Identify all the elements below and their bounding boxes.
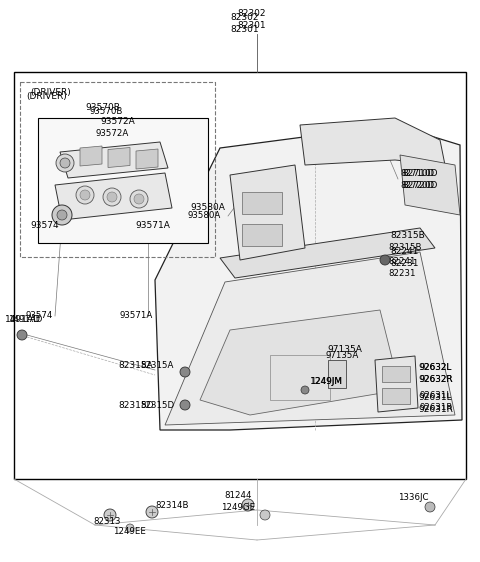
Text: 82314B: 82314B <box>155 501 189 510</box>
Text: 82231: 82231 <box>388 270 416 279</box>
Text: 1336JC: 1336JC <box>398 493 429 502</box>
Text: 82315B: 82315B <box>388 243 421 252</box>
Text: 81244: 81244 <box>224 492 252 501</box>
Polygon shape <box>230 165 305 260</box>
Circle shape <box>242 499 254 511</box>
Text: 82313: 82313 <box>93 516 120 525</box>
Circle shape <box>80 190 90 200</box>
Text: 93570B: 93570B <box>85 102 120 111</box>
Text: 92631L: 92631L <box>418 392 452 401</box>
Bar <box>242 192 282 214</box>
Polygon shape <box>300 118 445 165</box>
Text: 92632R: 92632R <box>418 375 453 384</box>
Text: 82302: 82302 <box>238 10 266 19</box>
Text: 93574: 93574 <box>30 220 59 229</box>
Bar <box>382 388 410 404</box>
Text: 92632L: 92632L <box>420 362 452 371</box>
Text: 1491AD: 1491AD <box>8 315 42 324</box>
Polygon shape <box>60 142 168 178</box>
Text: 82710D: 82710D <box>402 169 437 178</box>
Bar <box>38 118 208 243</box>
Text: 1249JM: 1249JM <box>310 377 343 386</box>
Text: 82301: 82301 <box>231 25 259 34</box>
Text: 82315A: 82315A <box>118 360 153 369</box>
Circle shape <box>57 210 67 220</box>
Circle shape <box>260 510 270 520</box>
Polygon shape <box>200 310 400 415</box>
Text: 93572A: 93572A <box>95 129 128 138</box>
Text: 92632L: 92632L <box>418 364 452 373</box>
Circle shape <box>107 192 117 202</box>
Text: 92631R: 92631R <box>418 405 453 414</box>
Text: 92631L: 92631L <box>420 391 452 400</box>
Circle shape <box>103 188 121 206</box>
Bar <box>382 366 410 382</box>
Text: 97135A: 97135A <box>327 346 362 355</box>
Text: 93572A: 93572A <box>100 117 135 126</box>
Circle shape <box>52 205 72 225</box>
Text: 82302: 82302 <box>231 13 259 22</box>
Circle shape <box>301 386 309 394</box>
Circle shape <box>146 506 158 518</box>
Text: 93570B: 93570B <box>90 107 123 116</box>
Text: 93580A: 93580A <box>190 203 225 212</box>
Circle shape <box>104 509 116 521</box>
Circle shape <box>380 255 390 265</box>
Text: 82315A: 82315A <box>140 360 173 369</box>
Text: 82241: 82241 <box>388 257 416 266</box>
Text: 82710D: 82710D <box>400 170 434 179</box>
Circle shape <box>130 190 148 208</box>
Text: 82720D: 82720D <box>400 182 434 191</box>
Text: 93574: 93574 <box>26 311 53 320</box>
Polygon shape <box>55 173 172 220</box>
Text: 97135A: 97135A <box>325 351 358 360</box>
Circle shape <box>425 502 435 512</box>
Bar <box>328 360 346 388</box>
Polygon shape <box>80 146 102 166</box>
Text: 82231: 82231 <box>390 260 419 269</box>
Circle shape <box>134 194 144 204</box>
Text: (DRIVER): (DRIVER) <box>30 88 71 97</box>
Text: 82315D: 82315D <box>140 401 174 410</box>
Polygon shape <box>108 147 130 167</box>
Polygon shape <box>155 125 462 430</box>
Text: 92632R: 92632R <box>420 374 454 383</box>
Text: 82720D: 82720D <box>402 180 437 189</box>
Text: 1249JM: 1249JM <box>310 378 342 387</box>
Polygon shape <box>375 356 418 412</box>
Circle shape <box>180 400 190 410</box>
Bar <box>20 82 215 257</box>
Text: 93571A: 93571A <box>135 220 170 229</box>
Polygon shape <box>136 149 158 169</box>
Bar <box>14 72 466 479</box>
Bar <box>242 224 282 246</box>
Text: 82301: 82301 <box>238 20 266 29</box>
Text: 1249GE: 1249GE <box>221 504 255 513</box>
Text: 92631R: 92631R <box>420 402 454 411</box>
Circle shape <box>180 367 190 377</box>
Text: 1249EE: 1249EE <box>113 527 146 536</box>
Text: 93580A: 93580A <box>188 211 221 220</box>
Text: 82315B: 82315B <box>390 230 425 239</box>
Circle shape <box>76 186 94 204</box>
Circle shape <box>17 330 27 340</box>
Bar <box>270 355 330 400</box>
Circle shape <box>126 524 134 532</box>
Text: 93571A: 93571A <box>120 311 153 320</box>
Text: 82241: 82241 <box>390 247 419 256</box>
Text: 82315D: 82315D <box>118 401 154 410</box>
Text: 1491AD: 1491AD <box>5 315 41 324</box>
Polygon shape <box>400 155 460 215</box>
Polygon shape <box>220 228 435 278</box>
Text: (DRIVER): (DRIVER) <box>26 93 67 102</box>
Circle shape <box>60 158 70 168</box>
Polygon shape <box>165 252 455 425</box>
Circle shape <box>56 154 74 172</box>
